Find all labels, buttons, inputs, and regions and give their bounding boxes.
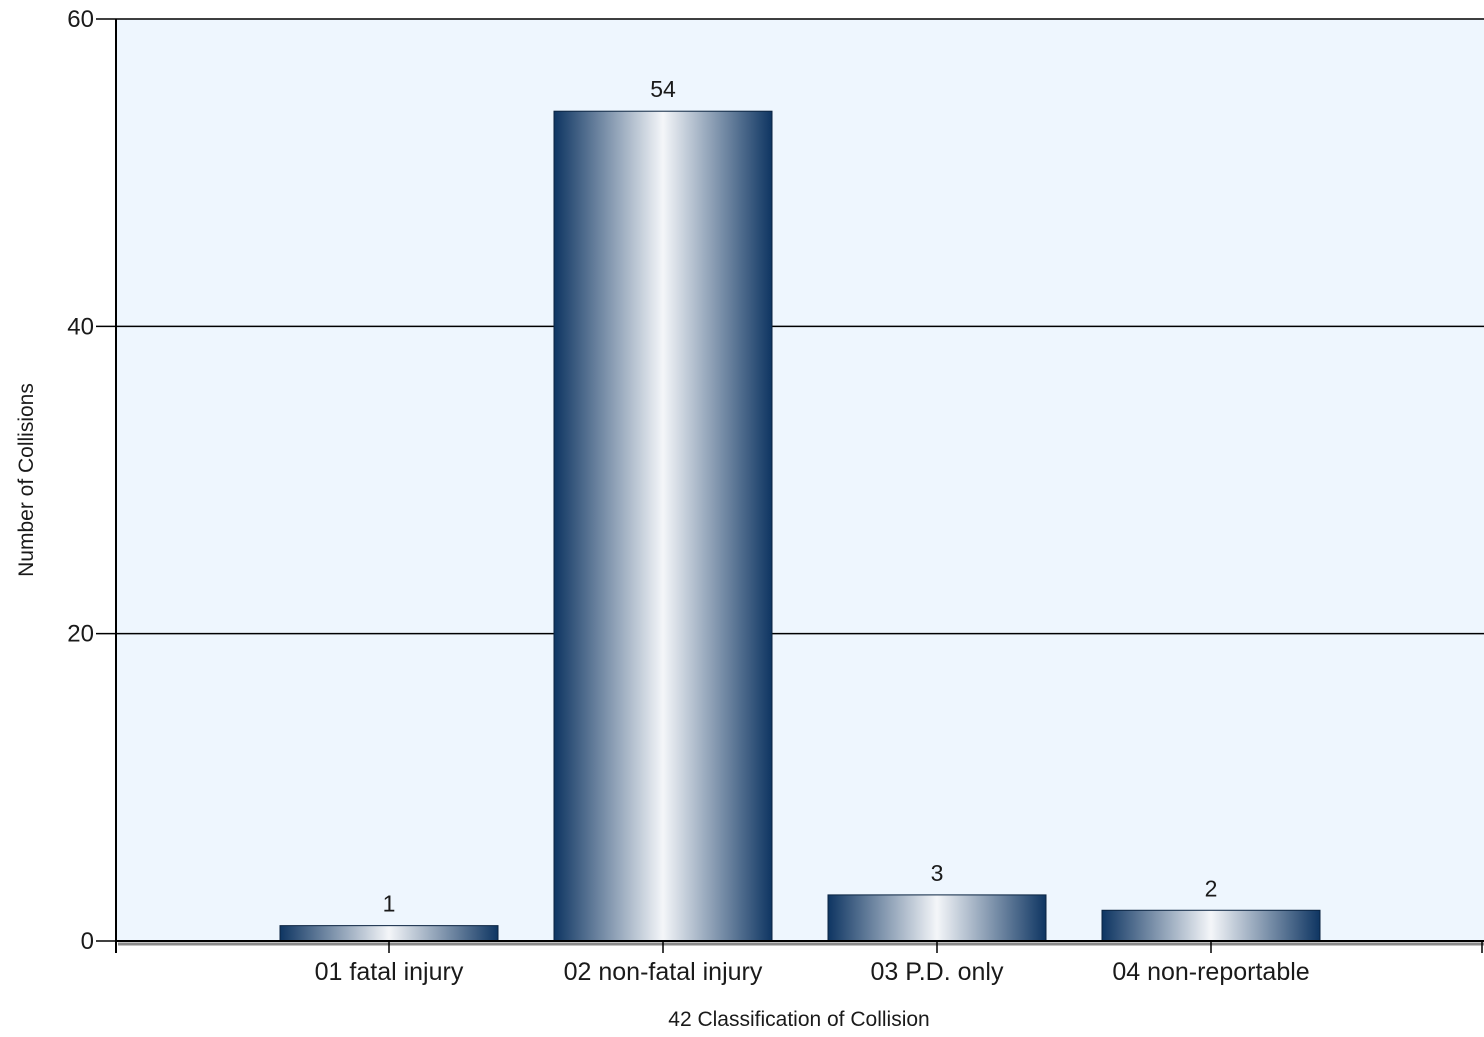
x-tick-label: 04 non-reportable: [1112, 958, 1309, 986]
data-label: 54: [650, 76, 676, 102]
y-tick-label: 20: [67, 621, 94, 648]
labels: 0 20 40 60 1 54 3 2 01 fatal injury 02 non-fatal …: [67, 6, 1309, 986]
bar: [279, 925, 499, 942]
data-label: 2: [1205, 875, 1218, 901]
gridlines: [116, 18, 1484, 635]
x-axis-title: 42 Classification of Collision: [668, 1008, 929, 1031]
y-tick-label: 40: [67, 313, 94, 340]
bars: [279, 110, 1321, 942]
plot-area: [116, 19, 1484, 941]
axes: [96, 18, 1484, 953]
x-tick-label: 01 fatal injury: [315, 958, 464, 986]
x-tick-label: 03 P.D. only: [871, 958, 1004, 986]
y-tick-label: 0: [81, 928, 94, 955]
bar: [553, 110, 773, 942]
data-label: 3: [931, 860, 944, 886]
data-label: 1: [383, 891, 396, 917]
x-tick-label: 02 non-fatal injury: [564, 958, 763, 986]
y-axis-title: Number of Collisions: [15, 383, 38, 577]
bar: [827, 894, 1047, 942]
y-tick-label: 60: [67, 6, 94, 33]
bar: [1101, 909, 1321, 942]
